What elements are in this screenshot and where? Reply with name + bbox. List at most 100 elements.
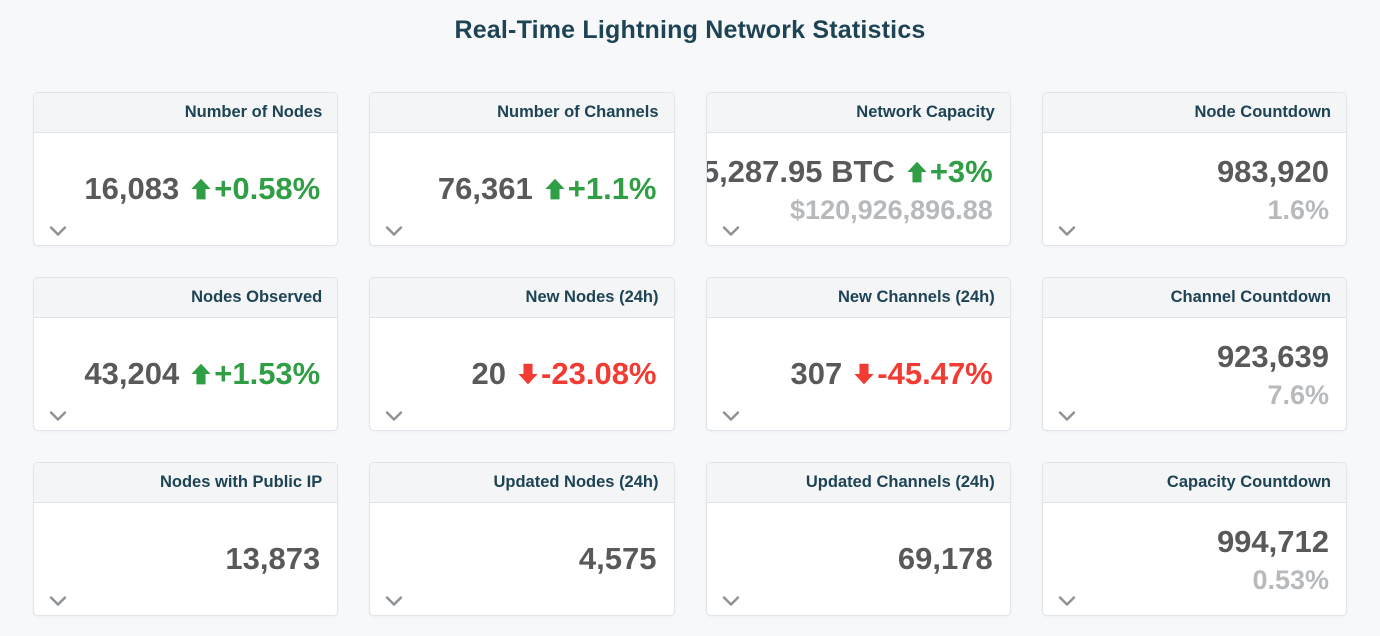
arrow-up-icon (191, 363, 211, 385)
stat-value-row: 69,178 (898, 541, 993, 577)
chevron-down-icon[interactable] (48, 224, 68, 238)
stat-change: +3% (906, 154, 993, 190)
stat-secondary-value: $120,926,896.88 (790, 195, 993, 225)
stat-value: 69,178 (897, 541, 993, 576)
stat-card: Nodes Observed 43,204 +1.53% (33, 277, 339, 431)
stat-card: Updated Channels (24h) 69,178 (705, 462, 1011, 616)
stat-value-row: 923,639 (1217, 339, 1329, 375)
stat-value-row: 76,361 +1.1% (438, 171, 657, 207)
stat-card-body: 5,287.95 BTC +3% $120,926,896.88 (707, 133, 1010, 245)
stat-value-row: 4,575 (579, 541, 657, 577)
arrow-up-icon (907, 161, 927, 183)
stat-card-title: New Channels (24h) (837, 288, 995, 306)
chevron-down-icon[interactable] (48, 594, 68, 608)
stat-card: Updated Nodes (24h) 4,575 (369, 462, 675, 616)
stat-card-body: 983,920 1.6% (1043, 133, 1346, 245)
stat-change: +1.1% (544, 171, 657, 207)
chevron-down-icon[interactable] (384, 409, 404, 423)
stat-value-row: 43,204 +1.53% (84, 356, 320, 392)
stat-value-row: 5,287.95 BTC +3% (705, 154, 993, 190)
stat-value-row: 307 -45.47% (791, 356, 993, 392)
stat-value: 307 (790, 356, 843, 391)
stat-change: +0.58% (190, 171, 320, 207)
stat-value: 43,204 (84, 356, 180, 391)
stat-card: Network Capacity 5,287.95 BTC +3% $120,9… (705, 92, 1011, 246)
stat-secondary-value: 7.6% (1267, 380, 1329, 410)
chevron-down-icon[interactable] (1057, 224, 1077, 238)
stat-card: Number of Nodes 16,083 +0.58% (33, 92, 339, 246)
stat-value: 20 (471, 356, 507, 391)
chevron-down-icon[interactable] (1057, 409, 1077, 423)
chevron-down-icon[interactable] (48, 409, 68, 423)
stat-card-header: Nodes with Public IP (34, 463, 338, 503)
stat-value: 16,083 (84, 171, 180, 206)
arrow-up-icon (545, 178, 565, 200)
stat-change-value: +1.53% (214, 356, 321, 391)
stat-value-row: 20 -23.08% (472, 356, 657, 392)
stat-card-title: Nodes with Public IP (159, 473, 323, 491)
stat-value-row: 994,712 (1217, 524, 1329, 560)
stat-card-header: Capacity Countdown (1042, 463, 1346, 503)
stat-card: Nodes with Public IP 13,873 (33, 462, 339, 616)
stat-card-title: Capacity Countdown (1166, 473, 1331, 491)
stat-change-value: -45.47% (877, 356, 993, 391)
chevron-down-icon[interactable] (721, 409, 741, 423)
stat-value: 76,361 (437, 171, 533, 206)
stat-card: New Nodes (24h) 20 -23.08% (369, 277, 675, 431)
stat-secondary-value: 1.6% (1267, 195, 1329, 225)
stat-change-value: +3% (929, 154, 993, 189)
stat-card-header: New Nodes (24h) (370, 278, 674, 318)
stat-card-title: Nodes Observed (191, 288, 323, 306)
stat-card: New Channels (24h) 307 -45.47% (705, 277, 1011, 431)
stat-card-header: Number of Channels (370, 93, 674, 133)
stat-change-value: +1.1% (567, 171, 657, 206)
chevron-down-icon[interactable] (384, 594, 404, 608)
stat-card-header: Number of Nodes (34, 93, 338, 133)
chevron-down-icon[interactable] (1057, 594, 1077, 608)
stat-change-value: +0.58% (214, 171, 321, 206)
stat-value: 4,575 (578, 541, 657, 576)
stat-value: 5,287.95 BTC (705, 154, 895, 189)
arrow-down-icon (518, 363, 538, 385)
stat-card: Number of Channels 76,361 +1.1% (369, 92, 675, 246)
stat-card-body: 994,712 0.53% (1043, 503, 1346, 615)
stat-card-title: Channel Countdown (1170, 288, 1331, 306)
stat-card-header: New Channels (24h) (706, 278, 1010, 318)
stat-card-header: Nodes Observed (34, 278, 338, 318)
page-title: Real-Time Lightning Network Statistics (454, 16, 926, 44)
stat-card-title: Number of Nodes (184, 103, 323, 121)
stat-value: 994,712 (1216, 524, 1329, 559)
stat-card-body: 13,873 (34, 503, 337, 615)
stat-value: 923,639 (1216, 339, 1329, 374)
chevron-down-icon[interactable] (721, 594, 741, 608)
stat-card-header: Channel Countdown (1042, 278, 1346, 318)
stat-card-title: Network Capacity (856, 103, 995, 121)
stat-card-header: Updated Nodes (24h) (370, 463, 674, 503)
stat-card-title: Updated Channels (24h) (805, 473, 995, 491)
arrow-down-icon (854, 363, 874, 385)
stat-value: 983,920 (1216, 154, 1329, 189)
stat-card-header: Updated Channels (24h) (706, 463, 1010, 503)
chevron-down-icon[interactable] (721, 224, 741, 238)
stat-value-row: 13,873 (225, 541, 320, 577)
stat-card-body: 69,178 (707, 503, 1010, 615)
stat-value-row: 983,920 (1217, 154, 1329, 190)
stat-card-body: 43,204 +1.53% (34, 318, 337, 430)
stat-card-title: Updated Nodes (24h) (493, 473, 659, 491)
chevron-down-icon[interactable] (384, 224, 404, 238)
stat-card-title: New Nodes (24h) (525, 288, 659, 306)
stat-change-value: -23.08% (541, 356, 657, 391)
stat-card-body: 20 -23.08% (370, 318, 673, 430)
stat-card: Channel Countdown 923,639 7.6% (1041, 277, 1347, 431)
stat-card-body: 923,639 7.6% (1043, 318, 1346, 430)
stat-card-body: 16,083 +0.58% (34, 133, 337, 245)
stat-card-body: 76,361 +1.1% (370, 133, 673, 245)
arrow-up-icon (191, 178, 211, 200)
stat-change: -45.47% (853, 356, 993, 392)
stat-value-row: 16,083 +0.58% (84, 171, 320, 207)
stat-card-body: 307 -45.47% (707, 318, 1010, 430)
stat-card-title: Node Countdown (1194, 103, 1331, 121)
stat-card: Node Countdown 983,920 1.6% (1041, 92, 1347, 246)
stat-secondary-value: 0.53% (1252, 565, 1329, 595)
stats-grid: Number of Nodes 16,083 +0.58% Number of … (33, 92, 1347, 616)
